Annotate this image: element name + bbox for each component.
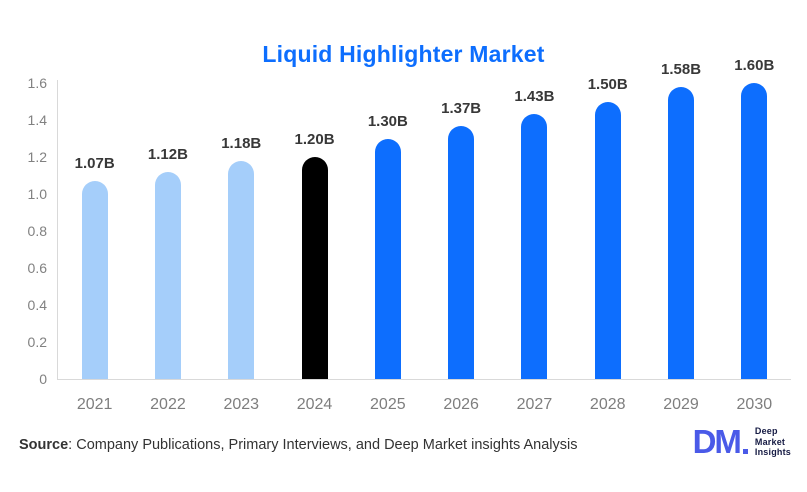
source-note: Source: Company Publications, Primary In… bbox=[19, 437, 578, 453]
bar-slot: 1.37B 2026 bbox=[424, 80, 497, 413]
dmi-logo-dot-icon bbox=[742, 448, 748, 454]
bar-value-label: 1.43B bbox=[514, 88, 555, 106]
bar-slot: 1.30B 2025 bbox=[351, 80, 424, 414]
plot-area: 1.07B 2021 1.12B 2022 1.18B 2023 1.20B 2024 1.30… bbox=[57, 57, 791, 414]
bar-value-label: 1.18B bbox=[221, 134, 262, 152]
logo-line: Deep bbox=[754, 426, 778, 436]
bar-2027 bbox=[521, 114, 548, 379]
bar-slot: 1.12B 2022 bbox=[131, 80, 204, 413]
x-tick-label: 2025 bbox=[370, 396, 406, 413]
y-tick-label: 0.4 bbox=[27, 297, 47, 313]
x-tick-label: 2023 bbox=[223, 396, 260, 413]
logo-line: Market bbox=[754, 436, 786, 447]
y-axis-tick-labels: 0 0.2 0.4 0.6 0.8 1.0 1.2 1.4 1.6 bbox=[0, 75, 47, 387]
bar-slot: 1.58B 2029 bbox=[644, 61, 717, 413]
x-tick-label: 2027 bbox=[516, 396, 553, 413]
bar-2021 bbox=[81, 181, 108, 379]
bar-value-label: 1.12B bbox=[147, 145, 188, 163]
bar-slot: 1.18B 2023 bbox=[205, 80, 278, 413]
bar-slot: 1.07B 2021 bbox=[58, 80, 131, 413]
bar-2026 bbox=[448, 125, 475, 379]
bar-2022 bbox=[154, 171, 181, 379]
y-tick-label: 0.8 bbox=[27, 223, 47, 239]
dmi-logo-letters: DM bbox=[692, 422, 742, 460]
y-tick-label: 0.2 bbox=[27, 334, 47, 350]
bar-value-label: 1.20B bbox=[294, 131, 335, 148]
bar-2029 bbox=[668, 86, 695, 379]
logo-line: Insights bbox=[754, 447, 791, 457]
bar-2028 bbox=[594, 101, 621, 379]
bar-value-label: 1.58B bbox=[661, 60, 702, 78]
bar-2024 bbox=[301, 157, 328, 379]
bar-value-label: 1.37B bbox=[441, 99, 482, 117]
y-tick-label: 1.2 bbox=[27, 149, 47, 165]
bar-2030 bbox=[741, 83, 768, 379]
bar-2025 bbox=[374, 138, 401, 379]
bar-value-label: 1.60B bbox=[734, 57, 775, 74]
x-tick-label: 2029 bbox=[663, 396, 699, 413]
source-text: : Company Publications, Primary Intervie… bbox=[68, 437, 578, 453]
dmi-logo-mark: DM bbox=[692, 422, 748, 460]
bar-value-label: 1.07B bbox=[74, 155, 115, 173]
x-tick-label: 2030 bbox=[736, 396, 773, 413]
x-tick-label: 2022 bbox=[150, 396, 186, 413]
y-tick-label: 1.0 bbox=[27, 186, 47, 202]
chart-title: Liquid Highlighter Market bbox=[262, 41, 545, 67]
dmi-logo: DM Deep Market Insights bbox=[692, 422, 791, 460]
x-tick-label: 2026 bbox=[443, 396, 479, 413]
bar-slot: 1.20B 2024 bbox=[278, 80, 351, 413]
source-label: Source bbox=[19, 437, 69, 453]
bar-value-label: 1.30B bbox=[367, 112, 408, 130]
x-tick-label: 2028 bbox=[589, 396, 626, 413]
dmi-logo-text: Deep Market Insights bbox=[755, 426, 791, 458]
y-tick-label: 1.4 bbox=[27, 112, 47, 128]
bar-value-label: 1.50B bbox=[587, 75, 628, 93]
y-tick-label: 1.6 bbox=[27, 75, 47, 91]
x-tick-label: 2024 bbox=[296, 396, 333, 413]
bar-slot: 1.60B 2030 bbox=[718, 57, 791, 413]
bar-2023 bbox=[228, 160, 255, 379]
y-tick-label: 0.6 bbox=[27, 260, 47, 276]
x-tick-label: 2021 bbox=[76, 396, 113, 413]
bar-slot: 1.43B 2027 bbox=[498, 80, 571, 413]
y-tick-label: 0 bbox=[39, 371, 47, 387]
bar-slot: 1.50B 2028 bbox=[571, 76, 644, 414]
